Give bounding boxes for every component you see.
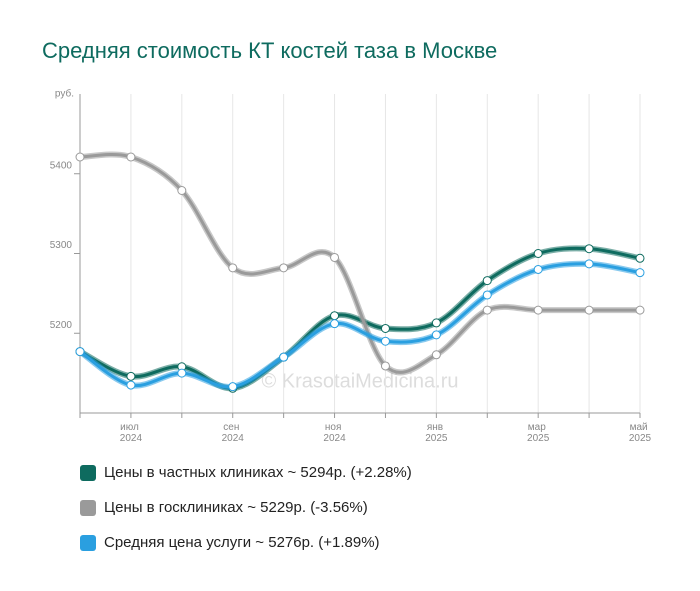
data-point (330, 319, 340, 329)
data-point (330, 252, 340, 262)
x-tick-label: сен 2024 (222, 422, 245, 444)
data-point (635, 268, 645, 278)
data-point (380, 323, 390, 333)
data-point (584, 244, 594, 254)
data-point (279, 263, 289, 273)
data-point (482, 276, 492, 286)
data-point (584, 305, 594, 315)
data-point (126, 371, 136, 381)
data-point (584, 259, 594, 269)
x-tick-label: июл 2024 (120, 422, 143, 444)
data-point (635, 305, 645, 315)
chart-title: Средняя стоимость КТ костей таза в Москв… (42, 38, 497, 63)
legend-label: Средняя цена услуги ~ 5276р. (+1.89%) (104, 534, 380, 551)
data-point (228, 263, 238, 273)
data-point (177, 185, 187, 195)
legend-label: Цены в госклиниках ~ 5229р. (-3.56%) (104, 499, 368, 516)
data-point (126, 152, 136, 162)
x-tick-label: май 2025 (629, 422, 652, 444)
data-point (482, 305, 492, 315)
legend-swatch (80, 465, 96, 481)
data-point (431, 330, 441, 340)
data-point (533, 305, 543, 315)
data-point (126, 380, 136, 390)
data-point (75, 347, 85, 357)
x-tick-label: ноя 2024 (323, 422, 346, 444)
data-point (75, 152, 85, 162)
data-point (431, 318, 441, 328)
y-tick-label: 5300 (50, 240, 73, 251)
legend-swatch (80, 500, 96, 516)
data-point (431, 350, 441, 360)
x-tick-label: мар 2025 (527, 422, 550, 444)
y-axis-label: руб. (55, 88, 74, 100)
data-point (380, 336, 390, 346)
legend-swatch (80, 535, 96, 551)
data-point (330, 311, 340, 321)
y-tick-label: 5200 (50, 320, 73, 331)
data-point (380, 361, 390, 371)
data-point (177, 368, 187, 378)
watermark: © KrasotaiMedicina.ru (261, 370, 458, 392)
legend-label: Цены в частных клиниках ~ 5294р. (+2.28%… (104, 464, 412, 481)
data-point (482, 290, 492, 300)
data-point (533, 264, 543, 274)
data-point (635, 253, 645, 263)
y-tick-label: 5400 (50, 160, 73, 171)
data-point (228, 382, 238, 392)
data-point (279, 352, 289, 362)
data-point (533, 249, 543, 258)
x-tick-label: янв 2025 (425, 422, 448, 444)
